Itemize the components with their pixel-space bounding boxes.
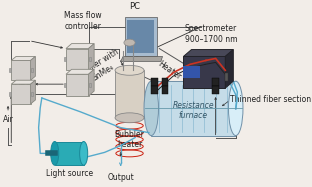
Polygon shape (31, 80, 35, 104)
Polygon shape (66, 74, 89, 96)
Polygon shape (151, 81, 236, 136)
Text: MFC: MFC (13, 84, 31, 93)
Polygon shape (11, 56, 35, 60)
Text: Light source: Light source (46, 169, 93, 178)
Ellipse shape (80, 142, 88, 165)
Polygon shape (183, 66, 200, 78)
Text: Mass flow
controller: Mass flow controller (64, 11, 102, 31)
Polygon shape (11, 80, 35, 84)
Polygon shape (115, 70, 144, 118)
Text: Bubbler
heater: Bubbler heater (115, 130, 144, 149)
Text: Resistance
furnace: Resistance furnace (173, 101, 214, 120)
Bar (151, 78, 158, 86)
Bar (212, 86, 219, 94)
Polygon shape (127, 20, 154, 53)
Text: Air: Air (3, 115, 13, 124)
Polygon shape (183, 50, 233, 56)
Polygon shape (183, 56, 225, 88)
Text: Bubbler with
SnMe₄: Bubbler with SnMe₄ (75, 47, 126, 89)
Ellipse shape (115, 65, 144, 75)
Ellipse shape (228, 81, 243, 136)
Text: Spectrometer
900–1700 nm: Spectrometer 900–1700 nm (184, 24, 237, 44)
Bar (151, 86, 158, 94)
Polygon shape (125, 17, 157, 56)
Bar (89, 83, 91, 87)
Bar (64, 57, 66, 61)
Polygon shape (31, 56, 35, 80)
Polygon shape (11, 60, 31, 80)
Polygon shape (66, 69, 94, 74)
Bar (89, 57, 91, 61)
Bar (64, 83, 66, 87)
Polygon shape (66, 44, 94, 49)
Polygon shape (66, 49, 89, 70)
Ellipse shape (115, 113, 144, 123)
Bar (162, 78, 168, 86)
Bar (9, 92, 11, 96)
Bar (31, 92, 33, 96)
Polygon shape (11, 84, 31, 104)
Bar (212, 78, 219, 86)
Polygon shape (89, 69, 94, 96)
Bar (31, 68, 33, 72)
Text: Thinned fiber section: Thinned fiber section (230, 96, 311, 105)
Text: PC: PC (129, 2, 140, 11)
Polygon shape (89, 44, 94, 70)
Ellipse shape (51, 142, 59, 165)
Ellipse shape (144, 81, 158, 136)
Bar (9, 68, 11, 72)
Bar (225, 73, 228, 81)
Text: Heater: Heater (156, 59, 182, 82)
Ellipse shape (124, 39, 135, 46)
Bar (162, 86, 168, 94)
Text: Output: Output (107, 173, 134, 182)
Polygon shape (55, 142, 84, 165)
Polygon shape (121, 56, 163, 61)
Polygon shape (225, 50, 233, 88)
